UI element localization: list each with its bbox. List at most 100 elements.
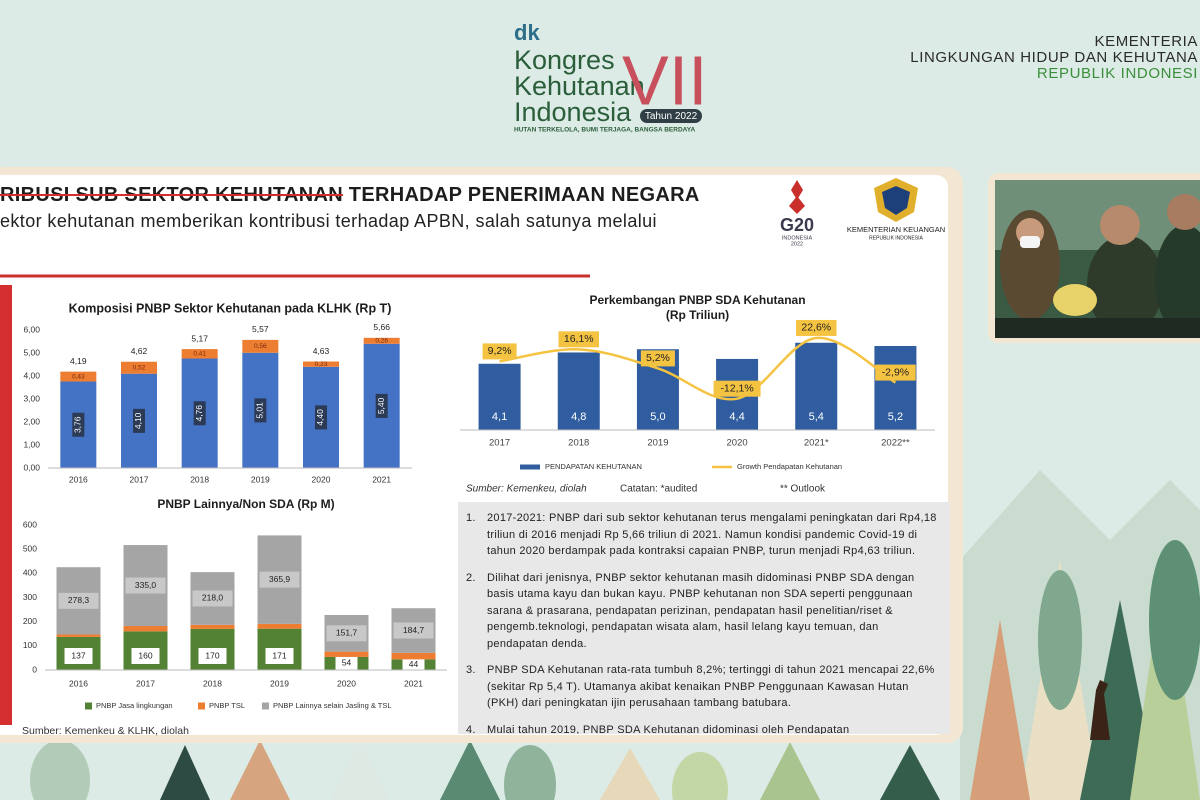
bar-segment — [324, 651, 369, 657]
note: 2. Dilihat dari jenisnya, PNBP sektor keh… — [466, 570, 942, 653]
legend-swatch — [262, 702, 269, 710]
y-tick-label: 4,00 — [23, 370, 40, 380]
note-text: 2017-2021: PNBP dari sub sektor kehutana… — [487, 512, 937, 557]
data-label: 278,3 — [68, 595, 90, 605]
total-label: 5,17 — [191, 333, 208, 343]
data-label-box — [125, 577, 166, 594]
x-tick-label: 2016 — [69, 474, 88, 484]
data-label-box — [375, 393, 388, 418]
data-label: 4,76 — [194, 405, 204, 422]
bar — [874, 346, 917, 430]
data-label-box — [64, 648, 93, 664]
x-tick-label: 2016 — [69, 678, 88, 688]
x-tick-label: 2020 — [312, 474, 331, 484]
logo-tagline: HUTAN TERKELOLA, BUMI TERJAGA, BANGSA BE… — [514, 127, 695, 134]
webcam-feed — [988, 173, 1200, 343]
charts: Komposisi PNBP Sektor Kehutanan pada KLH… — [23, 293, 935, 710]
x-tick-label: 2017 — [136, 678, 155, 688]
x-tick-label: 2020 — [337, 678, 356, 688]
g20-text: G20 — [780, 215, 814, 235]
data-label: 365,9 — [269, 574, 291, 584]
data-label-box — [335, 655, 358, 672]
logo-year-pill — [640, 109, 702, 123]
notes-box: 1. 2017-2021: PNBP dari sub sektor kehuta… — [458, 502, 950, 734]
data-label: 3,76 — [73, 416, 83, 433]
data-label: 0,26 — [375, 338, 388, 345]
bar — [557, 352, 600, 430]
y-tick-label: 100 — [23, 640, 37, 650]
legend-label: PNBP TSL — [209, 701, 245, 710]
data-label-box — [640, 350, 675, 367]
data-label-box — [393, 622, 434, 639]
x-tick-label: 2017 — [130, 474, 149, 484]
data-label: 5,4 — [809, 411, 824, 423]
bar-segment — [123, 626, 168, 632]
y-tick-label: 0,00 — [23, 462, 40, 472]
bar — [478, 363, 521, 430]
data-label: 22,6% — [801, 322, 831, 334]
y-tick-label: 6,00 — [23, 324, 40, 334]
data-label: 4,10 — [133, 412, 143, 429]
forest-background — [30, 470, 1200, 800]
x-tick-label: 2018 — [190, 474, 209, 484]
y-tick-label: 200 — [23, 616, 37, 626]
note: 1. 2017-2021: PNBP dari sub sektor kehuta… — [466, 510, 942, 560]
total-label: 5,66 — [373, 322, 390, 332]
g20-sub: INDONESIA — [782, 235, 813, 241]
data-label: 0,56 — [254, 343, 267, 350]
bar-segment — [242, 339, 279, 353]
legend-label: Growth Pendapatan Kehutanan — [737, 462, 842, 471]
kemenkeu-text: KEMENTERIAN KEUANGAN — [847, 225, 945, 234]
y-tick-label: 600 — [23, 519, 37, 529]
bar-segment — [257, 623, 302, 629]
event-logo: dk Kongres Kehutanan Indonesia VII Tahun… — [514, 20, 708, 134]
data-label: -2,9% — [882, 366, 909, 378]
legend-swatch — [198, 702, 205, 710]
logo-edition: VII — [622, 41, 708, 119]
x-tick-label: 2021 — [404, 678, 423, 688]
data-label: 0,23 — [315, 361, 328, 368]
data-label: 4,4 — [729, 411, 744, 423]
chart-title: (Rp Triliun) — [666, 308, 729, 322]
data-label: 4,8 — [571, 411, 586, 423]
x-tick-label: 2019 — [647, 438, 668, 449]
x-tick-label: 2017 — [489, 438, 510, 449]
data-label-box — [198, 648, 227, 664]
bar-segment — [56, 634, 101, 637]
data-label: 160 — [138, 650, 152, 660]
data-label-box — [875, 364, 916, 381]
total-label: 4,62 — [131, 346, 148, 356]
logo-text: Kongres — [514, 45, 615, 75]
data-label: 0,52 — [133, 364, 146, 371]
data-label-box — [193, 401, 206, 426]
bar-segment — [391, 652, 436, 660]
data-label: 335,0 — [135, 580, 157, 590]
data-label: 16,1% — [564, 333, 594, 345]
data-label-box — [58, 592, 99, 609]
chart-title: Perkembangan PNBP SDA Kehutanan — [589, 293, 805, 307]
data-label-box — [133, 408, 145, 433]
note-number: 1. — [466, 512, 476, 524]
data-label-box — [713, 380, 761, 397]
data-label: 151,7 — [336, 628, 358, 638]
data-label-box — [265, 648, 294, 664]
legend-label: PNBP Jasa lingkungan — [96, 701, 173, 710]
logo-mark: dk — [514, 20, 540, 45]
x-tick-label: 2019 — [270, 678, 289, 688]
data-label-box — [482, 343, 517, 360]
ministry-line: REPUBLIK INDONESI — [1036, 65, 1198, 82]
slide-title-rest: TERHADAP PENERIMAAN NEGARA — [348, 184, 700, 206]
y-tick-label: 3,00 — [23, 393, 40, 403]
bar-segment — [303, 361, 339, 367]
data-label-box — [72, 412, 85, 437]
y-tick-label: 500 — [23, 543, 37, 553]
chart-title: Komposisi PNBP Sektor Kehutanan pada KLH… — [69, 301, 392, 315]
total-label: 5,57 — [252, 324, 269, 334]
data-label-box — [192, 590, 233, 607]
y-tick-label: 5,00 — [23, 347, 40, 357]
data-label-box — [326, 625, 367, 642]
data-label: 54 — [342, 658, 352, 668]
